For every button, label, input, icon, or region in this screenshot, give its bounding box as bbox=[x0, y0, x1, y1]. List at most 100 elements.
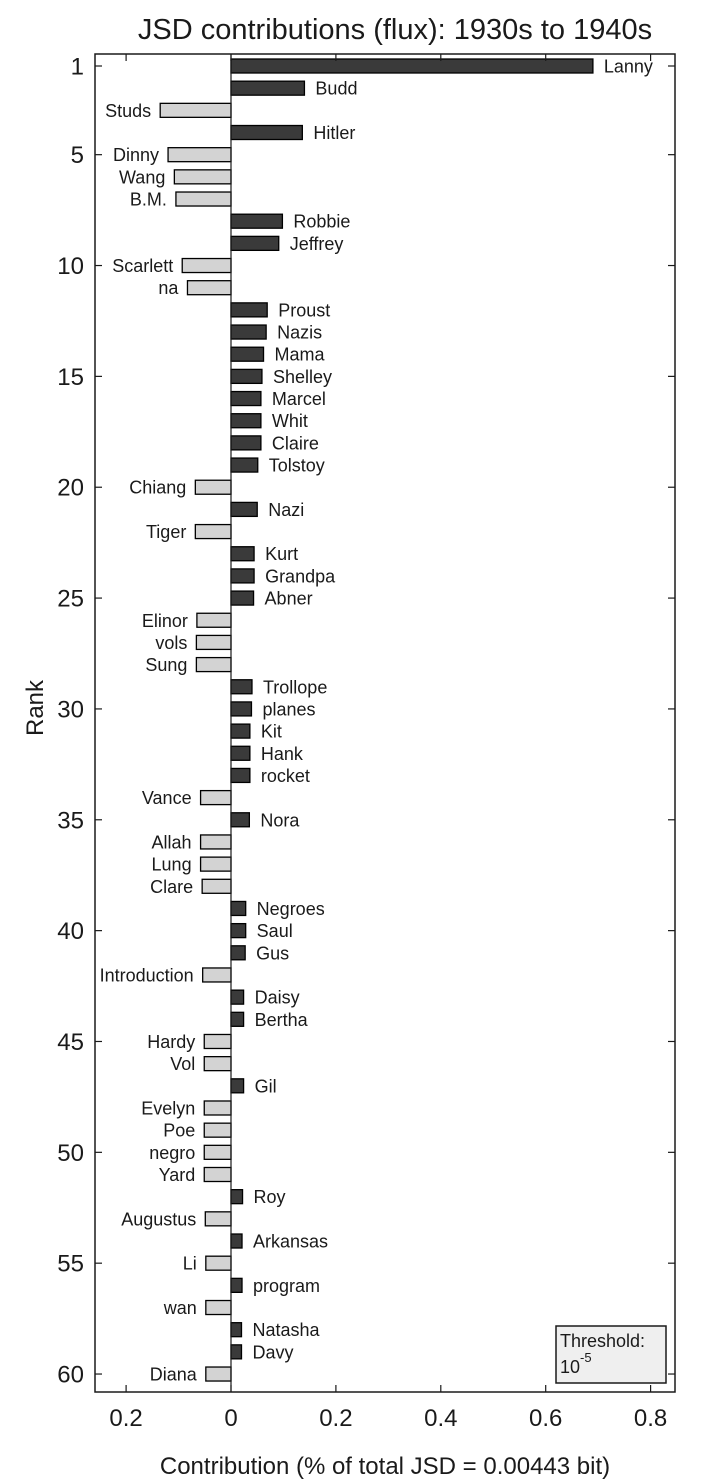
word-label: Saul bbox=[257, 921, 293, 941]
bar-planes bbox=[230, 701, 253, 717]
word-label: Gus bbox=[256, 943, 289, 963]
bar-grandpa bbox=[230, 568, 255, 584]
bar-poe bbox=[203, 1122, 232, 1138]
bar-vol bbox=[203, 1056, 232, 1072]
bar-wan bbox=[205, 1299, 232, 1316]
word-label: Daisy bbox=[255, 988, 300, 1008]
y-tick-label: 30 bbox=[57, 696, 84, 723]
word-label: Nazis bbox=[277, 323, 322, 343]
bar-marcel bbox=[230, 390, 262, 407]
bar-yard bbox=[203, 1166, 232, 1183]
bar-davy bbox=[230, 1344, 243, 1360]
word-label: Shelley bbox=[273, 367, 332, 387]
bar-hardy bbox=[203, 1033, 232, 1050]
bar-studs bbox=[159, 102, 232, 118]
bar-vols bbox=[195, 634, 232, 651]
bar-lanny bbox=[230, 58, 594, 74]
word-label: na bbox=[158, 278, 179, 298]
word-label: Nazi bbox=[268, 500, 304, 520]
word-label: Proust bbox=[278, 300, 330, 320]
bar-nazi bbox=[230, 501, 258, 518]
y-axis-label: Rank bbox=[22, 679, 49, 736]
y-tick-label: 1 bbox=[71, 54, 84, 81]
word-label: Marcel bbox=[272, 389, 326, 409]
x-tick-label: 0.6 bbox=[529, 1405, 562, 1432]
word-label: Tiger bbox=[146, 522, 186, 542]
bar-sung bbox=[195, 656, 232, 673]
x-tick-label: 0.8 bbox=[634, 1405, 667, 1432]
word-label: Jeffrey bbox=[290, 234, 344, 254]
word-label: Clare bbox=[150, 877, 193, 897]
word-label: Hardy bbox=[147, 1032, 195, 1052]
word-label: program bbox=[253, 1276, 320, 1296]
word-label: Trollope bbox=[263, 677, 327, 697]
bar-tiger bbox=[194, 523, 232, 540]
bar-nora bbox=[230, 812, 251, 828]
word-label: rocket bbox=[261, 766, 310, 786]
word-label: Lanny bbox=[604, 57, 653, 77]
bar-nazis bbox=[230, 324, 267, 340]
word-label: Tolstoy bbox=[269, 456, 325, 476]
word-label: Robbie bbox=[293, 212, 350, 232]
bar-abner bbox=[230, 590, 255, 606]
bar-saul bbox=[230, 922, 247, 939]
word-label: Chiang bbox=[129, 478, 186, 498]
bar-kurt bbox=[230, 546, 255, 562]
bar-gus bbox=[230, 945, 246, 961]
word-label: Whit bbox=[272, 411, 308, 431]
word-label: Li bbox=[183, 1254, 197, 1274]
bar-lung bbox=[199, 856, 232, 872]
word-label: vols bbox=[155, 633, 187, 653]
bar-arkansas bbox=[230, 1233, 243, 1249]
word-label: Mama bbox=[275, 345, 326, 365]
y-tick-label: 50 bbox=[57, 1140, 84, 1167]
x-tick-label: 0 bbox=[224, 1405, 237, 1432]
bar-robbie bbox=[230, 213, 284, 229]
word-label: Roy bbox=[254, 1187, 286, 1207]
x-tick-label: 0.2 bbox=[109, 1405, 142, 1432]
word-label: Arkansas bbox=[253, 1232, 328, 1252]
bar-wang bbox=[173, 169, 232, 185]
word-label: Yard bbox=[159, 1165, 196, 1185]
word-label: Nora bbox=[260, 810, 300, 830]
bar-b-m- bbox=[175, 191, 232, 207]
word-label: Kurt bbox=[265, 544, 298, 564]
threshold-box: Threshold: 10 -5 bbox=[555, 1325, 667, 1384]
bar-natasha bbox=[230, 1322, 243, 1338]
bar-shelley bbox=[230, 368, 263, 385]
y-tick-label: 15 bbox=[57, 364, 84, 391]
threshold-exponent: -5 bbox=[580, 1350, 592, 1365]
bar-tolstoy bbox=[230, 457, 259, 473]
word-label: Grandpa bbox=[265, 566, 336, 586]
plot-frame bbox=[94, 53, 676, 1393]
y-tick-label: 45 bbox=[57, 1029, 84, 1056]
word-label: planes bbox=[262, 699, 315, 719]
y-tick-label: 25 bbox=[57, 586, 84, 613]
word-label: negro bbox=[149, 1143, 195, 1163]
word-label: Lung bbox=[152, 855, 192, 875]
bar-budd bbox=[230, 80, 306, 96]
y-tick-label: 10 bbox=[57, 253, 84, 280]
bar-whit bbox=[230, 413, 262, 429]
word-label: Studs bbox=[105, 101, 151, 121]
y-tick-label: 5 bbox=[71, 142, 84, 169]
threshold-base: 10 bbox=[560, 1357, 580, 1377]
bar-scarlett bbox=[181, 257, 232, 274]
bar-bertha bbox=[230, 1011, 245, 1027]
bar-na bbox=[186, 280, 232, 296]
bar-proust bbox=[230, 302, 268, 318]
bar-mama bbox=[230, 346, 265, 362]
bar-diana bbox=[205, 1366, 232, 1382]
bar-chiang bbox=[194, 479, 232, 495]
word-label: Abner bbox=[265, 589, 313, 609]
word-label: Natasha bbox=[252, 1320, 320, 1340]
word-label: Negroes bbox=[257, 899, 325, 919]
x-tick-label: 0.2 bbox=[319, 1405, 352, 1432]
y-tick-label: 60 bbox=[57, 1362, 84, 1389]
x-ticks-layer: 0.2 0 0.2 0.4 0.6 0.8 bbox=[109, 54, 667, 1432]
bar-introduction bbox=[202, 967, 232, 983]
word-label: Sung bbox=[145, 655, 187, 675]
bar-program bbox=[230, 1277, 243, 1293]
y-tick-label: 40 bbox=[57, 918, 84, 945]
